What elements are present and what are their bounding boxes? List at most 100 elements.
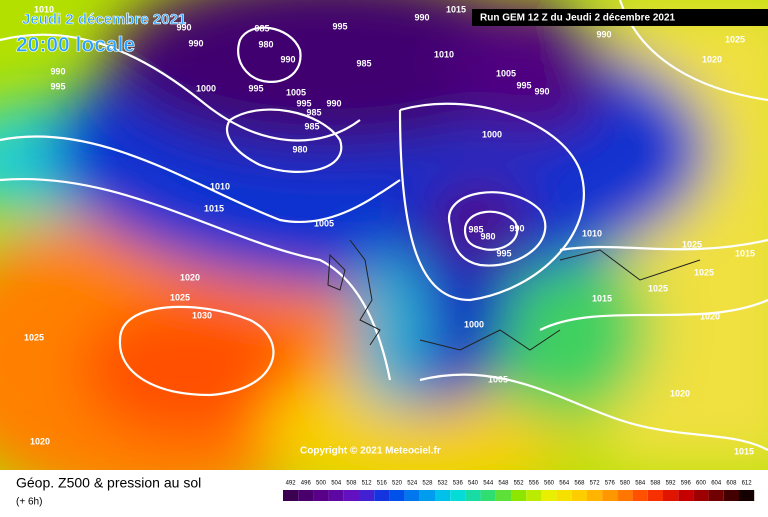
isobar-label: 1020	[30, 436, 50, 446]
scale-label: 524	[407, 481, 418, 487]
isobar-label: 1025	[694, 267, 714, 277]
isobar-label: 1005	[488, 374, 508, 384]
scale-label: 576	[605, 481, 616, 487]
isobar-line	[0, 177, 392, 381]
scale-swatch	[556, 490, 572, 501]
isobar-line	[447, 191, 547, 267]
isobar-label: 985	[468, 224, 483, 234]
scale-label: 536	[453, 481, 464, 487]
scale-label: 548	[498, 481, 509, 487]
isobar-label: 1025	[24, 332, 44, 342]
scale-label: 572	[590, 481, 601, 487]
scale-swatch	[693, 490, 709, 501]
scale-label: 528	[422, 481, 433, 487]
scale-label: 520	[392, 481, 403, 487]
isobar-label: 1015	[592, 293, 612, 303]
scale-label: 584	[635, 481, 646, 487]
time-label: 20:00 locale	[16, 34, 135, 57]
scale-label: 544	[483, 481, 494, 487]
scale-swatch	[526, 490, 542, 501]
coastline	[327, 239, 701, 351]
isobar-line	[118, 305, 275, 397]
scale-label: 504	[331, 481, 342, 487]
isobar-label: 990	[509, 223, 524, 233]
isobar-label: 985	[304, 121, 319, 131]
scale-swatch	[419, 490, 435, 501]
scale-label: 608	[726, 481, 737, 487]
isobar-label: 1020	[702, 54, 722, 64]
scale-label: 508	[346, 481, 357, 487]
scale-swatch	[571, 490, 587, 501]
run-banner	[472, 9, 768, 26]
scale-swatch	[587, 490, 603, 501]
scale-label: 532	[438, 481, 449, 487]
scale-swatch	[435, 490, 451, 501]
scale-swatch	[283, 490, 299, 501]
scale-swatch	[739, 490, 755, 501]
scale-label: 592	[666, 481, 677, 487]
scale-label: 564	[559, 481, 570, 487]
scale-label: 596	[681, 481, 692, 487]
isobar-label: 995	[332, 21, 347, 31]
isobar-label: 1010	[34, 4, 54, 14]
isobar-label: 1000	[464, 319, 484, 329]
isobar-label: 985	[254, 23, 269, 33]
isobar-line	[0, 33, 361, 142]
isobar-label: 995	[516, 80, 531, 90]
scale-swatch	[480, 490, 496, 501]
isobar-label: 995	[296, 98, 311, 108]
isobar-label: 1015	[734, 446, 754, 456]
isobar-label: 995	[50, 81, 65, 91]
isobar-label: 1030	[192, 310, 212, 320]
scale-label: 560	[544, 481, 555, 487]
scale-swatch	[632, 490, 648, 501]
isobar-label: 990	[596, 29, 611, 39]
scale-swatch	[647, 490, 663, 501]
isobar-label: 985	[356, 58, 371, 68]
isobar-label: 1005	[496, 68, 516, 78]
isobar-label: 1015	[204, 203, 224, 213]
scale-swatch	[663, 490, 679, 501]
scale-label: 512	[362, 481, 373, 487]
isobar-label: 995	[496, 248, 511, 258]
scale-swatch	[450, 490, 466, 501]
copyright: Copyright © 2021 Meteociel.fr	[300, 446, 441, 457]
scale-label: 612	[742, 481, 753, 487]
isobar-label: 1005	[314, 218, 334, 228]
isobar-line	[398, 102, 585, 302]
color-scale: 492 496 500 504 508 512 516 520 524 528 532 536 540 5…	[283, 481, 755, 501]
isobar-label: 990	[534, 86, 549, 96]
isobar-label: 1020	[700, 311, 720, 321]
legend-title: Géop. Z500 & pression au sol	[16, 475, 201, 491]
scale-swatch	[374, 490, 390, 501]
scale-swatch	[541, 490, 557, 501]
isobar-line	[0, 135, 401, 223]
isobar-label: 990	[326, 98, 341, 108]
isobar-label: 1025	[648, 283, 668, 293]
scale-swatch	[723, 490, 739, 501]
isobar-label: 990	[188, 38, 203, 48]
isobar-line	[539, 298, 768, 331]
isobar-label: 980	[480, 231, 495, 241]
isobar-label: 1020	[670, 388, 690, 398]
scale-label: 500	[316, 481, 327, 487]
scale-swatch	[465, 490, 481, 501]
scale-swatch	[359, 490, 375, 501]
isobar-label: 1010	[434, 49, 454, 59]
scale-label: 600	[696, 481, 707, 487]
isobar-label: 1010	[582, 228, 602, 238]
run-label: Run GEM 12 Z du Jeudi 2 décembre 2021	[480, 13, 676, 24]
isobar-label: 1010	[210, 181, 230, 191]
scale-swatch	[313, 490, 329, 501]
isobar-label: 1025	[682, 239, 702, 249]
isobar-label: 985	[306, 107, 321, 117]
isobar-label: 995	[248, 83, 263, 93]
isobar-label: 1000	[482, 129, 502, 139]
isobar-label: 990	[280, 54, 295, 64]
scale-label: 492	[286, 481, 297, 487]
scale-swatch	[617, 490, 633, 501]
isobar-label: 1005	[286, 87, 306, 97]
